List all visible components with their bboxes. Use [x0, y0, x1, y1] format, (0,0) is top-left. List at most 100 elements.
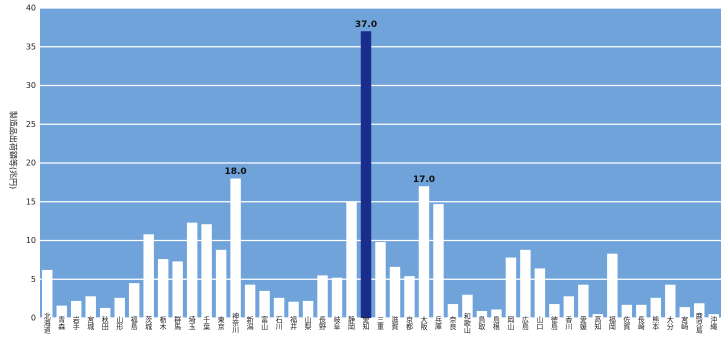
y-tick-label: 35: [26, 42, 36, 51]
bar: [592, 314, 604, 318]
x-tick-label: 新潟: [246, 315, 254, 331]
bar: [665, 284, 676, 318]
bar: [404, 276, 415, 318]
y-tick-label: 0: [31, 314, 36, 323]
y-tick-label: 40: [26, 4, 36, 13]
bar: [259, 290, 270, 318]
x-tick-label: 長崎: [637, 316, 645, 330]
bar: [302, 300, 314, 318]
x-tick-label: 岡山: [507, 316, 515, 331]
bar: [447, 304, 459, 318]
bar: [157, 259, 169, 318]
bar: [288, 301, 299, 318]
bar: [708, 314, 719, 318]
x-tick-label: 群馬: [174, 315, 182, 331]
value-label: 18.0: [224, 167, 246, 177]
x-tick-label: 福井: [290, 315, 298, 331]
bar: [694, 303, 705, 318]
bar: [186, 222, 198, 318]
x-tick-label: 滋賀: [391, 315, 399, 331]
x-tick-label: 愛媛: [579, 315, 587, 331]
x-tick-label: 静岡: [348, 315, 356, 331]
bar: [331, 277, 343, 318]
x-tick-label: 富山: [261, 315, 269, 331]
bar: [679, 307, 690, 318]
bar: [636, 304, 647, 318]
x-tick-label: 香川: [565, 315, 573, 330]
bar: [128, 283, 140, 318]
x-tick-label: 兵庫: [434, 315, 442, 331]
x-tick-label: 岩手: [72, 315, 80, 331]
bar: [462, 294, 473, 318]
bar: [520, 249, 531, 318]
x-tick-label: 沖縄: [710, 315, 718, 330]
bar: [534, 268, 546, 318]
bar: [244, 284, 256, 318]
x-tick-label: 愛知: [362, 315, 370, 331]
bar: [418, 186, 430, 318]
x-tick-label: 石川: [275, 316, 283, 330]
x-tick-label: 山梨: [304, 315, 312, 331]
x-tick-label: 宮崎: [681, 315, 689, 330]
x-tick-label: 和歌山: [463, 312, 471, 335]
x-tick-label: 鳥取: [478, 315, 486, 331]
bar: [549, 304, 560, 318]
bar: [143, 234, 154, 318]
x-tick-label: 大阪: [420, 315, 428, 331]
x-tick-label: 山口: [536, 315, 544, 330]
bar: [201, 224, 212, 318]
bar: [607, 253, 618, 318]
bar: [389, 266, 401, 318]
x-tick-label: 茨城: [145, 315, 153, 331]
bar: [346, 201, 357, 318]
y-tick-label: 20: [26, 159, 36, 168]
bar: [476, 311, 488, 318]
y-tick-label: 25: [26, 120, 36, 129]
y-tick-label: 15: [26, 197, 36, 206]
bar: [491, 309, 502, 318]
bar: [621, 304, 633, 318]
x-tick-label: 北海道: [43, 313, 51, 335]
bar: [317, 275, 328, 318]
x-tick-label: 岐阜: [333, 315, 341, 331]
bar: [114, 297, 125, 318]
x-tick-label: 山形: [116, 315, 124, 331]
bar: [505, 257, 517, 318]
y-tick-label: 10: [26, 236, 36, 245]
x-tick-label: 秋田: [101, 315, 109, 331]
x-tick-label: 青森: [58, 315, 66, 331]
bar: [650, 297, 662, 318]
value-label: 17.0: [413, 175, 435, 185]
x-tick-label: 福島: [130, 315, 138, 331]
x-tick-label: 広島: [521, 315, 529, 331]
bar: [360, 31, 372, 318]
x-tick-label: 高知: [594, 315, 602, 331]
x-tick-label: 三重: [377, 316, 385, 330]
bar: [375, 242, 386, 318]
x-tick-label: 長野: [319, 316, 327, 330]
x-tick-label: 京都: [405, 315, 413, 331]
x-tick-label: 徳島: [550, 315, 558, 331]
x-tick-label: 佐賀: [623, 315, 631, 331]
bar: [99, 307, 111, 318]
bar: [273, 297, 285, 318]
x-tick-label: 福岡: [608, 315, 616, 331]
x-tick-label: 熊本: [652, 315, 660, 331]
value-label: 37.0: [355, 20, 377, 30]
bar: [215, 249, 227, 318]
x-tick-label: 大分: [666, 315, 674, 331]
x-tick-label: 栃木: [159, 315, 167, 331]
bar: [563, 296, 575, 318]
x-tick-label: 島根: [492, 315, 500, 331]
bar: [230, 178, 241, 318]
x-tick-label: 神奈川: [232, 312, 240, 334]
x-tick-label: 東京: [217, 315, 225, 331]
y-tick-label: 30: [26, 81, 36, 90]
bar: [433, 204, 444, 318]
x-tick-label: 千葉: [203, 315, 211, 331]
bar: [56, 305, 67, 318]
x-tick-label: 埼玉: [188, 315, 196, 330]
bar: [85, 296, 96, 318]
bar: [172, 261, 183, 318]
